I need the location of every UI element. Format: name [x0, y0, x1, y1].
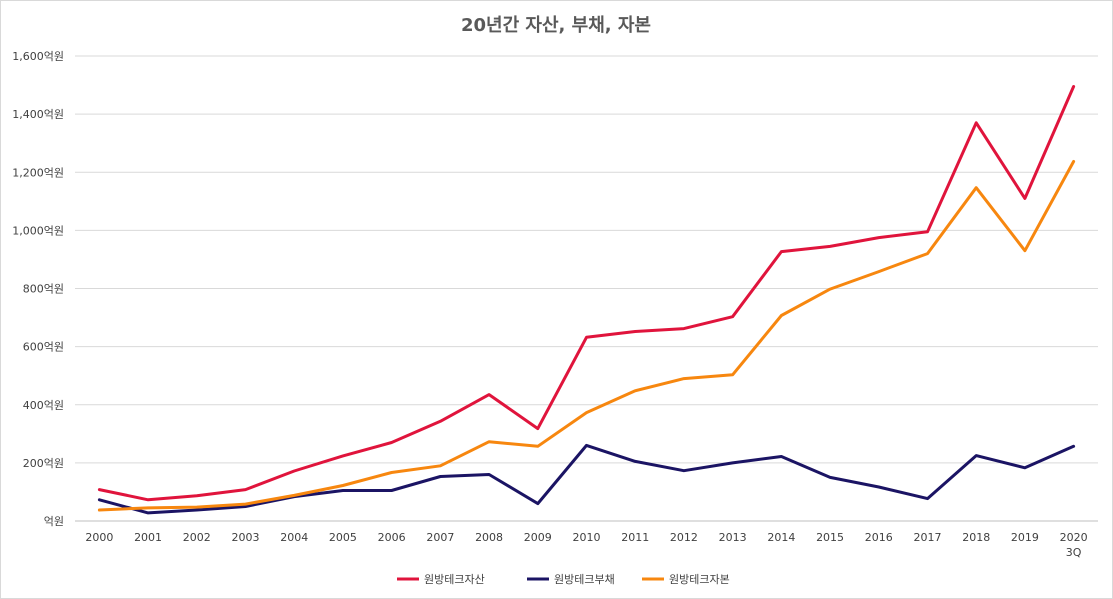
- series-line-0: [97, 85, 1076, 502]
- chart-title: 20년간 자산, 부채, 자본: [461, 15, 651, 36]
- legend: 원방테크자산 원방테크부채 원방테크자본: [397, 573, 730, 586]
- x-tick-label: 2020 3Q: [1060, 531, 1088, 559]
- y-tick-label: 400억원: [23, 399, 64, 412]
- y-tick-label: 1,200억원: [12, 166, 64, 179]
- x-tick-label: 2012: [670, 531, 698, 544]
- gridlines: [75, 55, 1098, 522]
- x-tick-label: 2015: [816, 531, 844, 544]
- x-axis-tick-labels: 2000 2001 2002 2003 2004 2005 2006 2007 2008 2009…: [85, 531, 1087, 559]
- series-line-2: [97, 160, 1076, 512]
- x-tick-label: 2002: [183, 531, 211, 544]
- legend-label: 원방테크부채: [554, 573, 615, 586]
- x-tick-label: 2008: [475, 531, 503, 544]
- x-tick-label: 2009: [524, 531, 552, 544]
- x-tick-label: 2018: [962, 531, 990, 544]
- x-tick-label: 2014: [767, 531, 795, 544]
- x-tick-label: 2016: [865, 531, 893, 544]
- legend-item: 원방테크자본: [642, 573, 730, 586]
- x-tick-label: 2010: [573, 531, 601, 544]
- x-tick-label: 2019: [1011, 531, 1039, 544]
- x-tick-label: 2004: [280, 531, 308, 544]
- x-tick-label: 2006: [378, 531, 406, 544]
- legend-item: 원방테크자산: [397, 573, 485, 586]
- x-tick-label: 2011: [621, 531, 649, 544]
- x-tick-label: 2001: [134, 531, 162, 544]
- series-line-1: [97, 443, 1076, 515]
- y-tick-label: 1,000억원: [12, 224, 64, 237]
- y-tick-label: 1,400억원: [12, 108, 64, 121]
- x-tick-label: 2000: [85, 531, 113, 544]
- y-tick-label: 1,600억원: [12, 50, 64, 63]
- legend-item: 원방테크부채: [527, 573, 615, 586]
- y-tick-label: 억원: [44, 515, 64, 528]
- x-tick-label: 2005: [329, 531, 357, 544]
- y-tick-label: 800억원: [23, 283, 64, 296]
- x-tick-label: 2003: [232, 531, 260, 544]
- x-tick-label: 2017: [914, 531, 942, 544]
- legend-label: 원방테크자산: [424, 573, 485, 586]
- y-tick-label: 600억원: [23, 341, 64, 354]
- x-tick-label: 2013: [719, 531, 747, 544]
- series-lines: [97, 85, 1076, 515]
- y-tick-label: 200억원: [23, 457, 64, 470]
- y-axis-tick-labels: 억원 200억원 400억원 600억원 800억원 1,000억원 1,200억원 1,40…: [12, 50, 64, 528]
- legend-label: 원방테크자본: [669, 573, 730, 586]
- x-tick-label: 2007: [426, 531, 454, 544]
